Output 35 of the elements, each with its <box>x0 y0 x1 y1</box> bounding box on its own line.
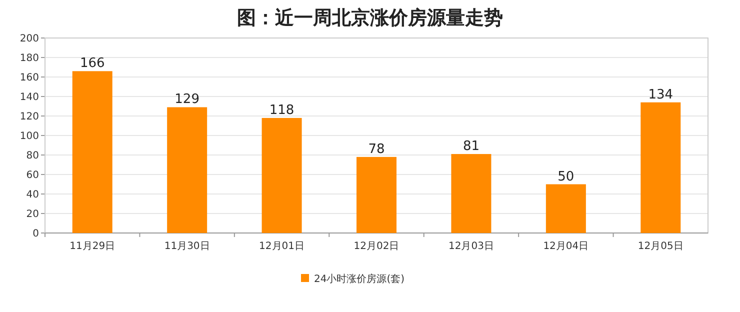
y-tick-label: 100 <box>20 131 39 142</box>
bar <box>167 107 208 233</box>
legend-label: 24小时涨价房源(套) <box>314 273 405 285</box>
bar <box>546 184 586 233</box>
x-tick-label: 11月29日 <box>70 241 116 252</box>
data-label: 118 <box>269 102 294 118</box>
y-tick-label: 160 <box>20 72 39 84</box>
y-tick-label: 200 <box>20 34 39 44</box>
x-tick-label: 12月01日 <box>259 241 305 252</box>
y-tick-label: 140 <box>20 92 39 103</box>
data-label: 129 <box>174 92 200 108</box>
bar <box>640 102 681 233</box>
y-tick-label: 180 <box>20 53 39 64</box>
data-label: 134 <box>648 87 674 102</box>
x-tick-label: 12月03日 <box>448 241 494 252</box>
y-tick-label: 0 <box>32 228 39 240</box>
y-tick-label: 60 <box>26 170 39 181</box>
bar <box>72 71 112 233</box>
bar <box>356 156 396 233</box>
chart-title: 图：近一周北京涨价房源量走势 <box>237 7 503 29</box>
y-tick-label: 120 <box>20 112 39 122</box>
data-label: 81 <box>462 139 480 154</box>
y-tick-label: 40 <box>26 190 39 200</box>
data-label: 78 <box>368 142 385 157</box>
x-tick-label: 11月30日 <box>164 241 210 252</box>
y-tick-label: 20 <box>26 209 39 220</box>
x-tick-label: 12月04日 <box>543 241 589 252</box>
x-tick-label: 12月05日 <box>638 241 684 252</box>
bar <box>451 154 492 233</box>
bar <box>262 118 302 233</box>
legend: 24小时涨价房源(套) <box>301 274 405 285</box>
y-tick-label: 80 <box>26 150 39 162</box>
x-tick-label: 12月02日 <box>354 241 400 252</box>
data-label: 166 <box>80 56 105 72</box>
data-label: 50 <box>558 169 574 184</box>
